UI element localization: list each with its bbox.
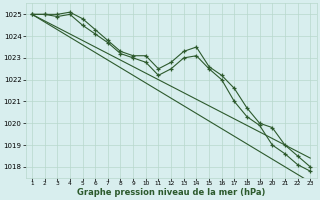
X-axis label: Graphe pression niveau de la mer (hPa): Graphe pression niveau de la mer (hPa) [77, 188, 265, 197]
